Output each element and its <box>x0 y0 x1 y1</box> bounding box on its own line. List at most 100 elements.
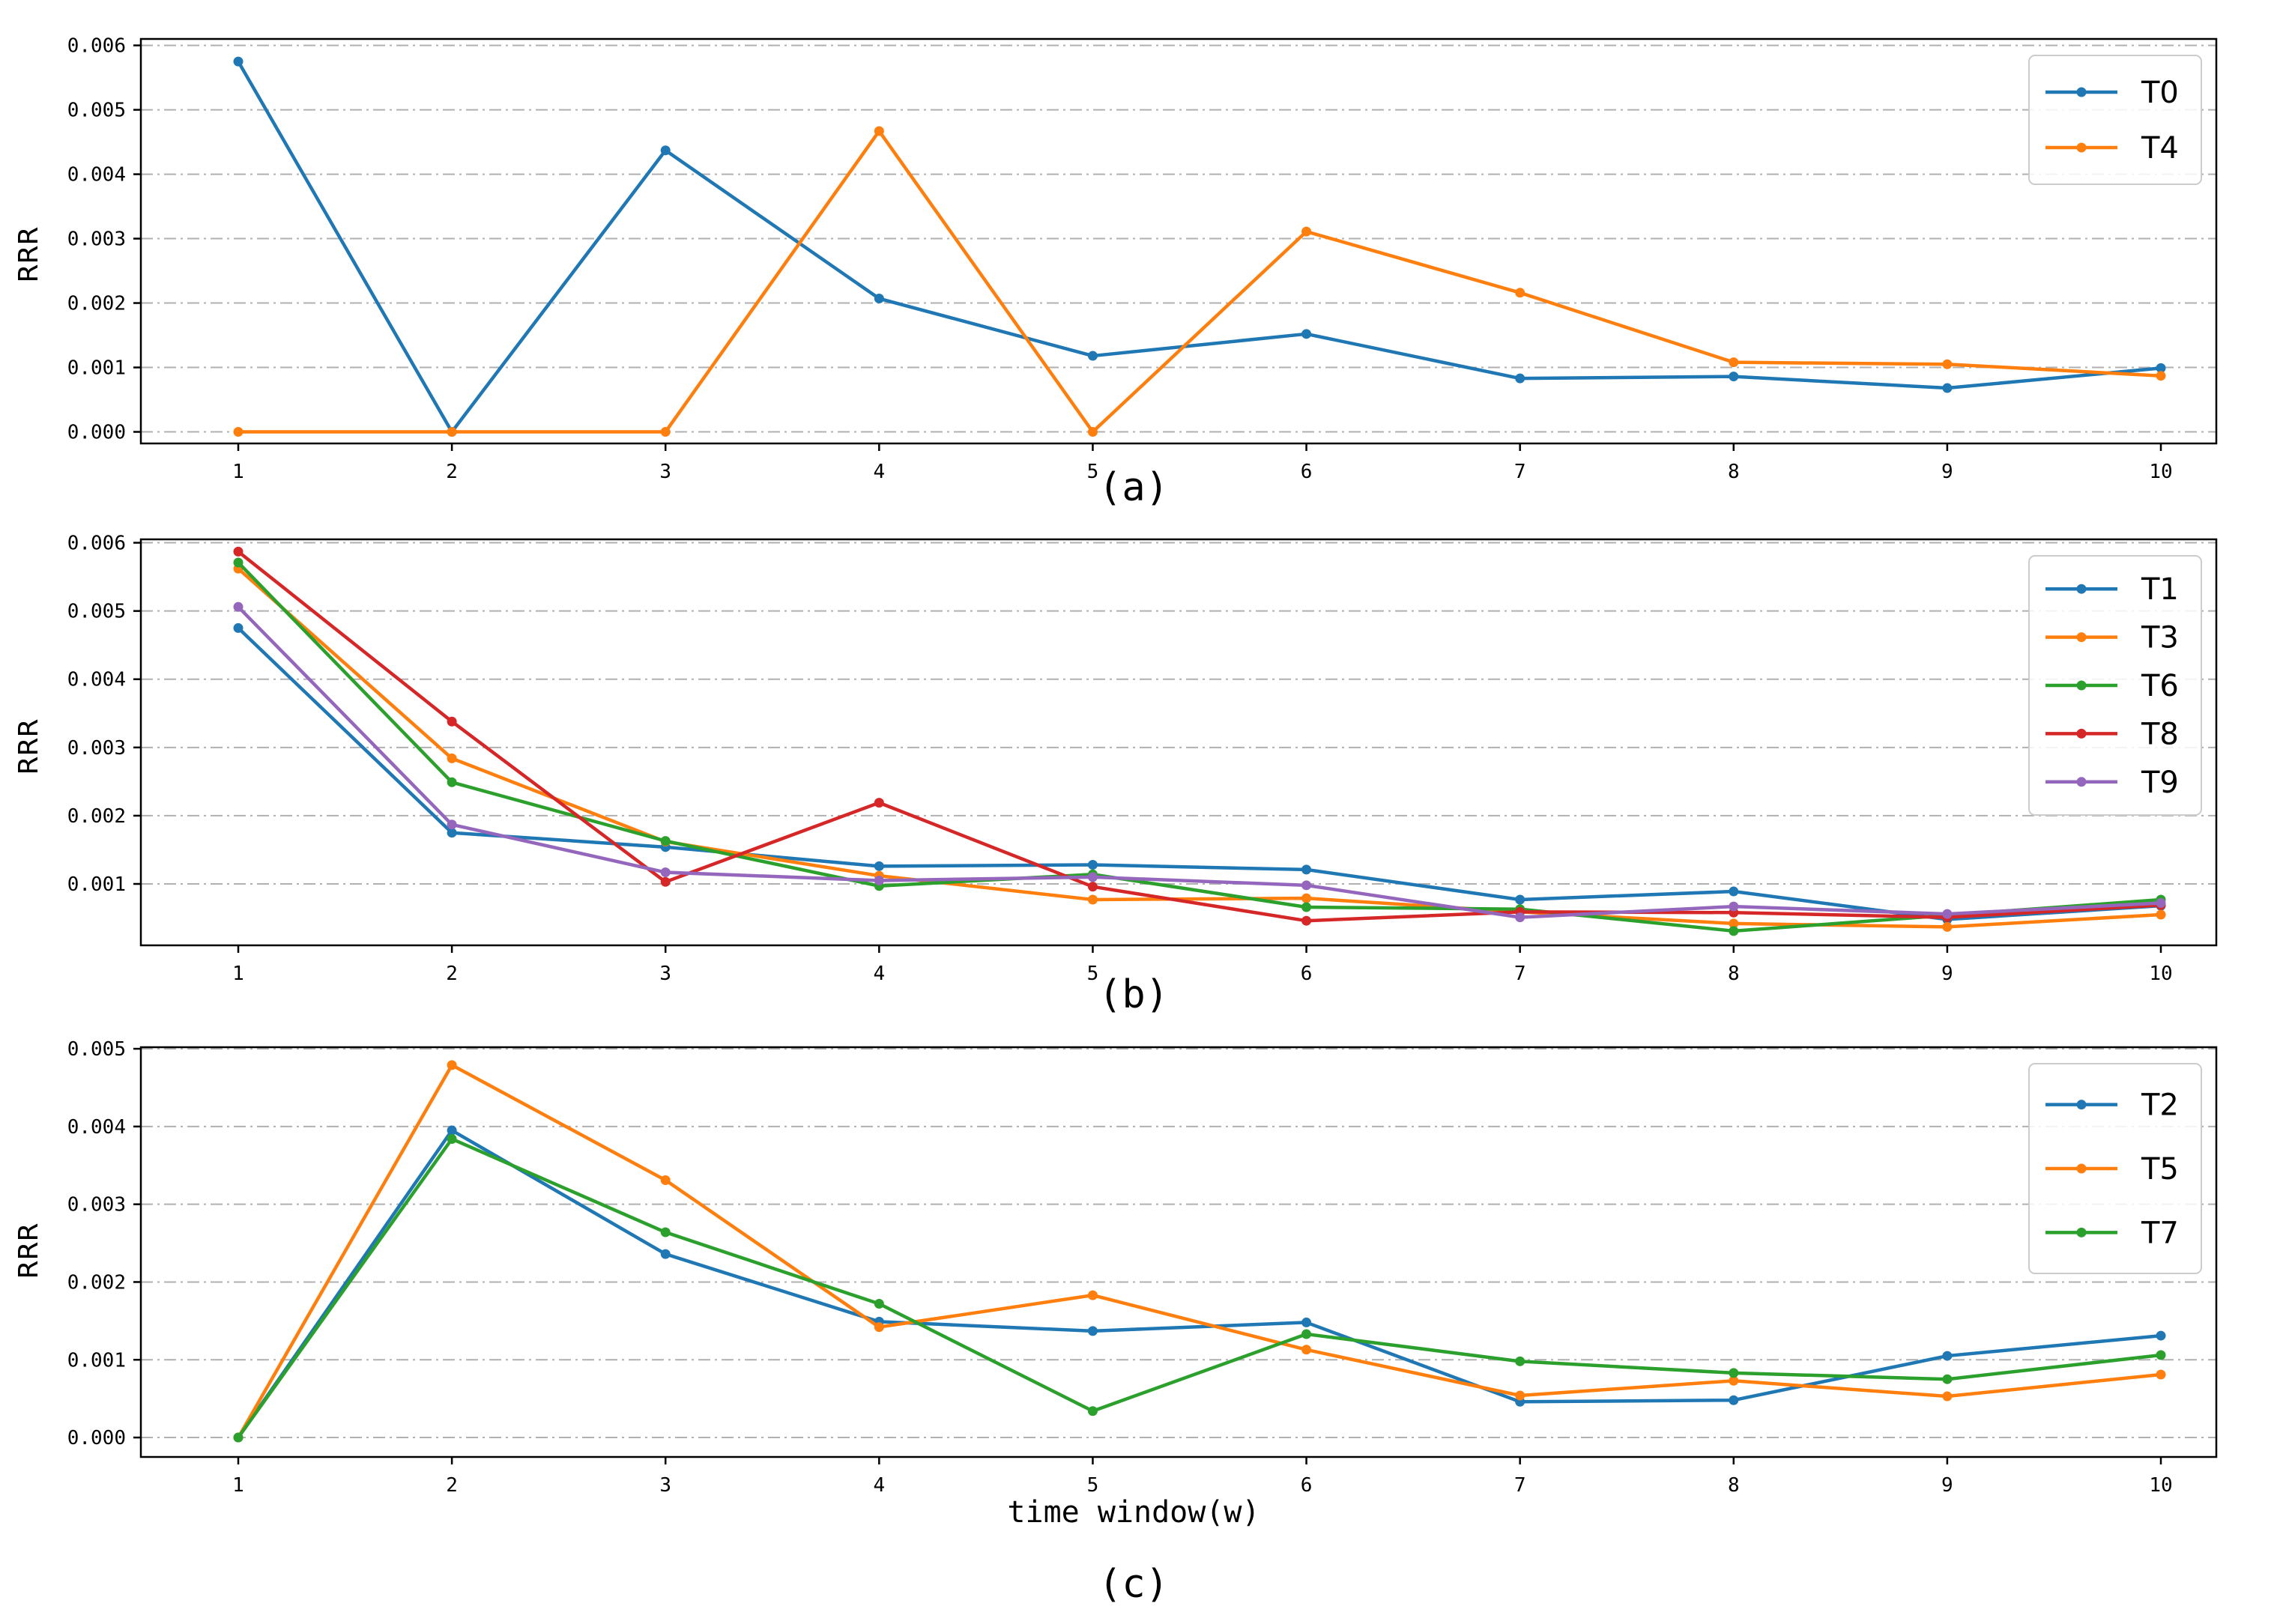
panel-caption: (c) <box>1098 1562 1169 1607</box>
data-point-T3 <box>1942 921 1953 932</box>
x-tick-label: 2 <box>446 963 458 985</box>
y-tick-label: 0.002 <box>67 293 126 315</box>
y-tick-label: 0.003 <box>67 228 126 251</box>
data-point-T9 <box>447 819 457 830</box>
x-tick-label: 1 <box>232 461 244 483</box>
data-point-T1 <box>1515 894 1525 905</box>
legend-label-T3: T3 <box>2141 621 2179 655</box>
x-tick-label: 6 <box>1301 461 1313 483</box>
data-point-T3 <box>1729 918 1739 929</box>
y-tick-label: 0.005 <box>67 601 126 623</box>
y-tick-label: 0.005 <box>67 100 126 122</box>
x-tick-label: 9 <box>1941 963 1953 985</box>
data-point-T6 <box>447 777 457 787</box>
x-tick-label: 4 <box>874 963 886 985</box>
legend-label-T4: T4 <box>2141 131 2179 166</box>
legend-marker-T1 <box>2076 584 2087 594</box>
data-point-T1 <box>1729 886 1739 897</box>
data-point-T6 <box>233 557 244 568</box>
series-line-T2 <box>237 1128 2162 1439</box>
x-tick-label: 5 <box>1087 963 1099 985</box>
data-point-T2 <box>660 1249 671 1259</box>
data-point-T2 <box>1942 1351 1953 1361</box>
data-point-T7 <box>2156 1350 2166 1360</box>
y-tick-label: 0.001 <box>67 357 126 380</box>
data-point-T6 <box>1729 926 1739 936</box>
legend <box>2028 55 2202 185</box>
data-point-T9 <box>660 867 671 878</box>
legend-label-T6: T6 <box>2141 669 2179 703</box>
x-tick-label: 6 <box>1301 1474 1313 1497</box>
series-line-T8 <box>237 550 2162 923</box>
panel-caption: (a) <box>1098 465 1169 510</box>
data-point-T0 <box>1301 329 1312 339</box>
legend-marker-T5 <box>2076 1163 2087 1174</box>
legend-label-T5: T5 <box>2141 1152 2179 1187</box>
legend-marker-T0 <box>2076 87 2087 97</box>
data-point-T8 <box>874 798 884 808</box>
legend-marker-T9 <box>2076 777 2087 787</box>
data-point-T4 <box>874 126 884 136</box>
x-tick-label: 2 <box>446 461 458 483</box>
y-tick-label: 0.002 <box>67 1271 126 1294</box>
y-tick-label: 0.003 <box>67 1194 126 1217</box>
data-point-T5 <box>2156 1369 2166 1380</box>
data-point-T8 <box>233 546 244 557</box>
data-point-T5 <box>1301 1345 1312 1355</box>
x-tick-label: 6 <box>1301 963 1313 985</box>
data-point-T0 <box>233 56 244 67</box>
panel-caption: (b) <box>1098 972 1169 1017</box>
data-point-T2 <box>1729 1395 1739 1405</box>
data-point-T1 <box>447 828 457 838</box>
data-point-T4 <box>1729 357 1739 368</box>
x-tick-label: 9 <box>1941 461 1953 483</box>
legend-marker-T7 <box>2076 1227 2087 1237</box>
y-tick-label: 0.000 <box>67 1427 126 1449</box>
data-point-T9 <box>1087 872 1098 882</box>
x-tick-label: 10 <box>2149 963 2172 985</box>
legend-label-T0: T0 <box>2141 76 2179 110</box>
legend-label-T2: T2 <box>2141 1088 2179 1123</box>
panel-3: 0.000 0.001 0.002 0.003 0.004 0.005 1 2 3 4 5 6 7 8 9 1… <box>13 1038 2218 1607</box>
data-point-T3 <box>1301 893 1312 903</box>
data-point-T3 <box>447 753 457 763</box>
y-tick-label: 0.001 <box>67 1349 126 1372</box>
data-point-T0 <box>874 294 884 304</box>
data-point-T7 <box>1515 1356 1525 1366</box>
legend-label-T7: T7 <box>2141 1216 2179 1250</box>
data-point-T9 <box>1729 901 1739 912</box>
plot-frame <box>139 37 2218 445</box>
x-tick-label: 7 <box>1514 963 1526 985</box>
legend-marker-T4 <box>2076 142 2087 153</box>
x-tick-label: 1 <box>232 963 244 985</box>
y-tick-label: 0.001 <box>67 873 126 896</box>
data-point-T3 <box>2156 909 2166 920</box>
data-point-T9 <box>233 602 244 612</box>
data-point-T4 <box>233 427 244 437</box>
y-tick-label: 0.005 <box>67 1038 126 1061</box>
x-tick-label: 5 <box>1087 461 1099 483</box>
panel-1: 0.000 0.001 0.002 0.003 0.004 0.005 0.006 1 2 3 4 5… <box>13 35 2218 510</box>
y-tick-label: 0.006 <box>67 533 126 555</box>
legend-label-T1: T1 <box>2141 572 2179 607</box>
x-tick-label: 7 <box>1514 461 1526 483</box>
data-point-T3 <box>1087 894 1098 905</box>
data-point-T7 <box>447 1133 457 1144</box>
series-line-T4 <box>238 129 2162 434</box>
data-point-T1 <box>874 861 884 871</box>
data-point-T9 <box>874 875 884 885</box>
plot-frame <box>139 1046 2218 1458</box>
x-tick-label: 8 <box>1728 1474 1740 1497</box>
data-point-T9 <box>1301 880 1312 891</box>
x-tick-label: 3 <box>659 461 671 483</box>
data-point-T0 <box>2156 363 2166 373</box>
data-point-T2 <box>1087 1326 1098 1336</box>
x-axis-label: time window(w) <box>1007 1495 1260 1530</box>
data-point-T7 <box>1729 1368 1739 1378</box>
data-point-T2 <box>1301 1317 1312 1327</box>
legend-marker-T2 <box>2076 1100 2087 1110</box>
data-point-T5 <box>1515 1390 1525 1401</box>
data-point-T6 <box>1301 902 1312 912</box>
data-point-T4 <box>660 427 671 437</box>
